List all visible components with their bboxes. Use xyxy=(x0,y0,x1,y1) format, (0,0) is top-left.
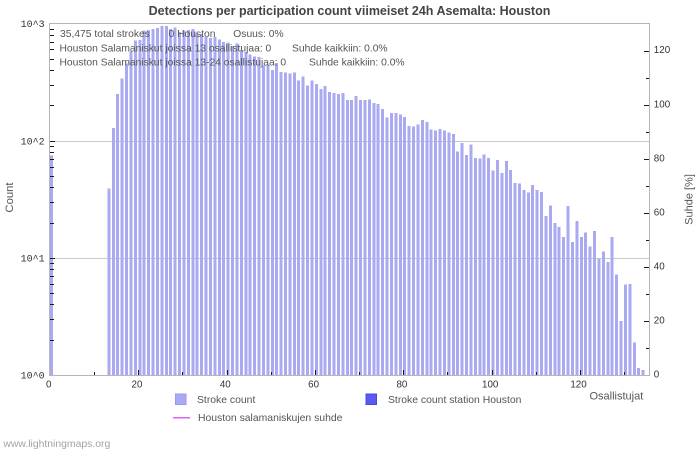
svg-text:Suhde [%]: Suhde [%] xyxy=(684,174,696,225)
svg-text:35,475 total strokes: 35,475 total strokes xyxy=(60,29,150,40)
svg-text:20: 20 xyxy=(654,316,665,327)
svg-text:80: 80 xyxy=(396,380,407,391)
svg-text:100: 100 xyxy=(654,99,671,110)
svg-text:120: 120 xyxy=(654,45,671,56)
svg-text:120: 120 xyxy=(570,380,587,391)
svg-text:10^3: 10^3 xyxy=(21,20,45,31)
svg-text:0 Houston: 0 Houston xyxy=(169,29,216,40)
svg-text:100: 100 xyxy=(482,380,499,391)
svg-text:Houston Salamaniskut joissa 13: Houston Salamaniskut joissa 13-24 osalli… xyxy=(60,57,287,68)
svg-text:40: 40 xyxy=(220,380,231,391)
svg-text:0: 0 xyxy=(654,370,660,381)
svg-text:Houston salamaniskujen suhde: Houston salamaniskujen suhde xyxy=(198,413,343,424)
svg-text:0: 0 xyxy=(46,380,52,391)
svg-text:Stroke count: Stroke count xyxy=(197,395,255,406)
svg-text:10^0: 10^0 xyxy=(21,372,45,383)
svg-text:80: 80 xyxy=(654,153,665,164)
svg-text:Osallistujat: Osallistujat xyxy=(590,391,644,403)
svg-text:Detections per participation c: Detections per participation count viime… xyxy=(149,4,551,18)
svg-text:Suhde kaikkiin: 0.0%: Suhde kaikkiin: 0.0% xyxy=(309,57,405,68)
svg-text:Count: Count xyxy=(4,182,16,213)
svg-text:20: 20 xyxy=(132,380,143,391)
svg-text:Osuus: 0%: Osuus: 0% xyxy=(233,29,283,40)
svg-text:60: 60 xyxy=(654,207,665,218)
svg-text:Houston Salamaniskut joissa 13: Houston Salamaniskut joissa 13 osallistu… xyxy=(60,43,272,54)
svg-text:60: 60 xyxy=(308,380,319,391)
svg-text:40: 40 xyxy=(654,262,665,273)
svg-text:Stroke count station Houston: Stroke count station Houston xyxy=(388,395,522,406)
svg-text:Suhde kaikkiin: 0.0%: Suhde kaikkiin: 0.0% xyxy=(292,43,388,54)
svg-text:10^1: 10^1 xyxy=(21,254,45,265)
svg-text:10^2: 10^2 xyxy=(21,137,45,148)
svg-text:www.lightningmaps.org: www.lightningmaps.org xyxy=(2,439,110,450)
